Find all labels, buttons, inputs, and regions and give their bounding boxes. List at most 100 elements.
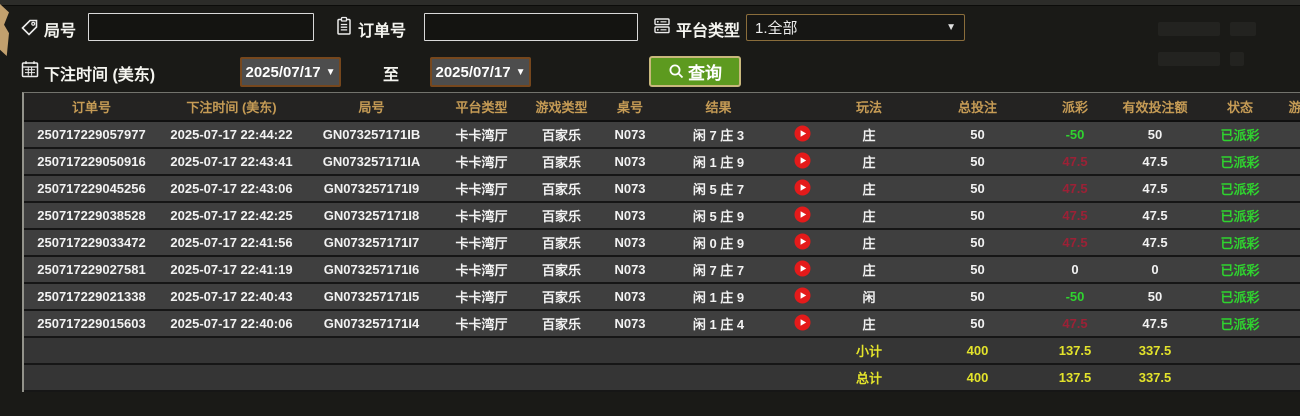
cell-status: 已派彩	[1220, 263, 1260, 278]
play-video-icon[interactable]	[794, 179, 811, 196]
col-platform: 平台类型	[455, 100, 508, 115]
cell-table: N073	[614, 235, 646, 250]
total-label: 总计	[855, 371, 882, 386]
cell-platform: 卡卡湾厅	[455, 317, 508, 332]
col-table: 桌号	[616, 100, 643, 115]
chevron-down-icon: ▼	[325, 66, 336, 78]
cell-order: 250717229033472	[37, 235, 146, 250]
bet-time-label: 下注时间 (美东)	[44, 67, 156, 84]
cell-round: GN073257171IA	[322, 154, 421, 169]
col-game-cut: 游	[1288, 100, 1300, 115]
col-time: 下注时间 (美东)	[186, 100, 277, 115]
cell-time: 2025-07-17 22:43:06	[170, 181, 293, 196]
cell-result: 闲 7 庄 7	[692, 263, 745, 278]
chevron-down-icon: ▼	[946, 22, 956, 33]
cell-result: 闲 0 庄 9	[692, 236, 745, 251]
cell-table: N073	[614, 316, 646, 331]
cell-video	[776, 125, 828, 145]
subtotal-label: 小计	[855, 344, 882, 359]
cell-total: 50	[970, 316, 985, 331]
cell-payout: 47.5	[1062, 154, 1088, 169]
date-to-picker[interactable]: 2025/07/17 ▼	[430, 57, 531, 87]
cell-payout: 47.5	[1062, 235, 1088, 250]
cell-round: GN073257171I6	[323, 262, 420, 277]
faint-overlay	[1158, 52, 1220, 66]
cell-status: 已派彩	[1220, 290, 1260, 305]
cell-table: N073	[614, 289, 646, 304]
cell-play: 庄	[862, 263, 876, 278]
cell-platform: 卡卡湾厅	[455, 290, 508, 305]
cell-valid: 47.5	[1142, 208, 1168, 223]
platform-type-select[interactable]: 1.全部 ▼	[746, 14, 965, 41]
table-row: 250717229038528 2025-07-17 22:42:25 GN07…	[24, 203, 1300, 230]
play-video-icon[interactable]	[794, 152, 811, 169]
cell-round: GN073257171I8	[323, 208, 420, 223]
table-row: 250717229057977 2025-07-17 22:44:22 GN07…	[24, 122, 1300, 149]
clipboard-icon	[337, 16, 351, 35]
play-video-icon[interactable]	[794, 287, 811, 304]
cell-game: 百家乐	[541, 290, 581, 305]
order-no-label: 订单号	[358, 23, 407, 40]
cell-video	[776, 233, 828, 253]
chevron-down-icon: ▼	[515, 66, 526, 78]
cell-round: GN073257171I5	[323, 289, 420, 304]
cell-video	[776, 287, 828, 307]
date-from-picker[interactable]: 2025/07/17 ▼	[240, 57, 341, 87]
cell-time: 2025-07-17 22:43:41	[170, 154, 293, 169]
cell-valid: 50	[1147, 289, 1163, 304]
search-button[interactable]: 查询	[649, 56, 741, 87]
cell-payout: 47.5	[1062, 208, 1088, 223]
play-video-icon[interactable]	[794, 260, 811, 277]
cell-total: 50	[970, 262, 985, 277]
cell-total: 50	[970, 127, 985, 142]
total-row: 总计 400 137.5 337.5	[24, 365, 1300, 392]
cell-total: 50	[970, 181, 985, 196]
cell-time: 2025-07-17 22:41:19	[170, 262, 293, 277]
cell-payout: 47.5	[1062, 316, 1088, 331]
col-order: 订单号	[71, 100, 111, 115]
col-total-bet: 总投注	[957, 100, 997, 115]
play-video-icon[interactable]	[794, 233, 811, 250]
col-result: 结果	[705, 100, 732, 115]
cell-time: 2025-07-17 22:40:43	[170, 289, 293, 304]
cell-video	[776, 179, 828, 199]
play-video-icon[interactable]	[794, 314, 811, 331]
cell-play: 庄	[862, 236, 876, 251]
cell-table: N073	[614, 127, 646, 142]
play-video-icon[interactable]	[794, 125, 811, 142]
table-header-row: 订单号 下注时间 (美东) 局号 平台类型 游戏类型 桌号 结果 玩法 总投注 …	[24, 93, 1300, 122]
platform-type-value: 1.全部	[755, 20, 798, 37]
cell-status: 已派彩	[1220, 128, 1260, 143]
top-strip	[0, 0, 1300, 6]
cell-video	[776, 260, 828, 280]
platform-type-label: 平台类型	[676, 23, 741, 40]
cell-video	[776, 152, 828, 172]
cell-game: 百家乐	[541, 182, 581, 197]
order-no-input[interactable]	[424, 13, 638, 41]
round-no-input[interactable]	[88, 13, 314, 41]
faint-overlay	[1230, 52, 1244, 66]
cell-round: GN073257171I7	[323, 235, 420, 250]
subtotal-total-bet: 400	[966, 343, 989, 358]
cell-valid: 47.5	[1142, 235, 1168, 250]
cell-time: 2025-07-17 22:40:06	[170, 316, 293, 331]
cell-platform: 卡卡湾厅	[455, 263, 508, 278]
cell-status: 已派彩	[1220, 182, 1260, 197]
table-row: 250717229050916 2025-07-17 22:43:41 GN07…	[24, 149, 1300, 176]
cell-game: 百家乐	[541, 209, 581, 224]
cell-order: 250717229015603	[37, 316, 146, 331]
play-video-icon[interactable]	[794, 206, 811, 223]
cell-valid: 47.5	[1142, 316, 1168, 331]
date-to-value: 2025/07/17	[435, 63, 511, 81]
faint-overlay	[1158, 22, 1220, 36]
cell-round: GN073257171IB	[322, 127, 421, 142]
cell-play: 庄	[862, 128, 876, 143]
table-row: 250717229021338 2025-07-17 22:40:43 GN07…	[24, 284, 1300, 311]
col-payout: 派彩	[1061, 100, 1088, 115]
cell-valid: 47.5	[1142, 181, 1168, 196]
cell-round: GN073257171I9	[323, 181, 420, 196]
cell-result: 闲 5 庄 9	[692, 209, 745, 224]
records-table: 订单号 下注时间 (美东) 局号 平台类型 游戏类型 桌号 结果 玩法 总投注 …	[22, 92, 1300, 392]
cell-total: 50	[970, 235, 985, 250]
